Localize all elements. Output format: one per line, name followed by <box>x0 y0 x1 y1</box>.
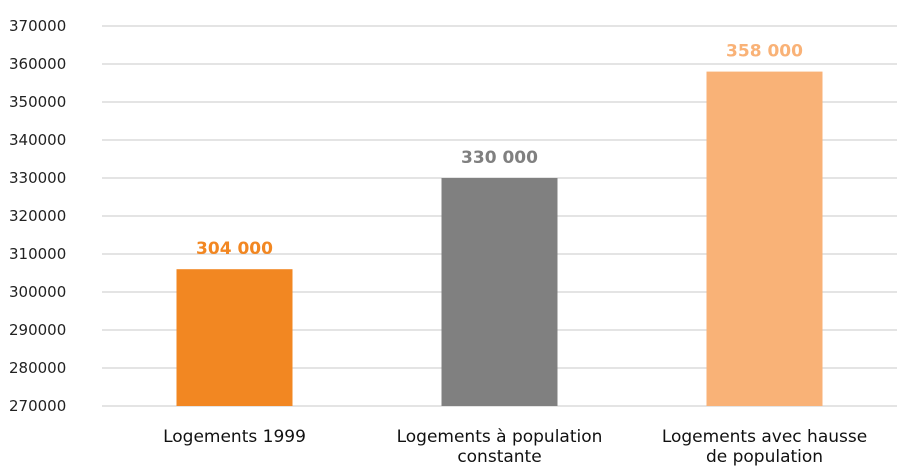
y-tick-label: 300000 <box>9 283 66 301</box>
x-axis-category-labels: Logements 1999 Logements à population cons… <box>163 427 867 467</box>
x-category-label: Logements à population constante <box>397 427 603 467</box>
x-category-label-line: Logements 1999 <box>163 427 306 447</box>
bar <box>706 71 823 406</box>
y-tick-label: 290000 <box>9 321 66 339</box>
y-tick-label: 320000 <box>9 207 66 225</box>
bar <box>441 178 558 406</box>
data-label: 330 000 <box>461 148 538 168</box>
y-tick-label: 280000 <box>9 359 66 377</box>
bar <box>176 269 293 406</box>
x-category-label: Logements avec hausse de population <box>662 427 867 467</box>
y-tick-label: 360000 <box>9 55 66 73</box>
bars <box>176 71 823 406</box>
y-tick-label: 330000 <box>9 169 66 187</box>
x-category-label-line: de population <box>706 447 823 467</box>
data-label: 358 000 <box>726 42 803 62</box>
y-tick-label: 270000 <box>9 397 66 415</box>
data-label: 304 000 <box>196 239 273 259</box>
y-tick-label: 310000 <box>9 245 66 263</box>
x-category-label-line: Logements à population <box>397 427 603 447</box>
data-labels: 304 000 330 000 358 000 <box>196 42 803 260</box>
y-tick-label: 350000 <box>9 93 66 111</box>
y-tick-label: 340000 <box>9 131 66 149</box>
x-category-label-line: constante <box>457 447 541 467</box>
y-tick-label: 370000 <box>9 17 66 35</box>
x-category-label: Logements 1999 <box>163 427 306 447</box>
y-axis-tick-labels: 270000 280000 290000 300000 310000 320000 3300… <box>9 17 66 415</box>
x-category-label-line: Logements avec hausse <box>662 427 867 447</box>
